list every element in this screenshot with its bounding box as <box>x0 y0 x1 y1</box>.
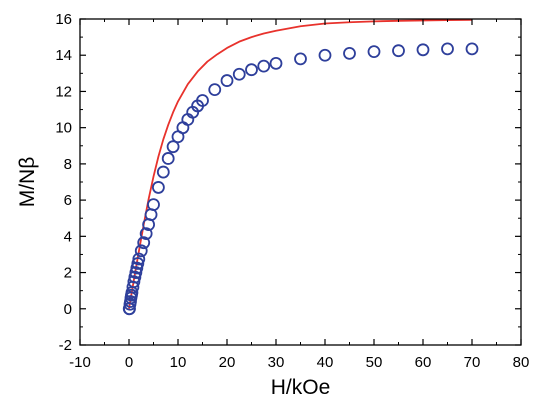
data-point <box>232 67 246 81</box>
y-tick-label: 0 <box>64 301 72 318</box>
x-axis-title: H/kOe <box>271 376 331 399</box>
data-point <box>166 140 180 154</box>
y-tick-label: 6 <box>64 192 72 209</box>
y-tick-label: 12 <box>55 83 72 100</box>
data-point <box>132 252 146 266</box>
y-axis-title: M/Nβ <box>16 157 39 208</box>
data-point <box>343 47 356 60</box>
data-point <box>416 43 430 57</box>
y-tick-label: 16 <box>55 11 72 28</box>
data-point <box>245 63 258 77</box>
x-tick-label: 80 <box>513 354 530 371</box>
y-tick-label: 10 <box>55 120 72 137</box>
data-point <box>367 45 381 58</box>
data-point <box>161 152 175 165</box>
axes-frame <box>79 18 522 346</box>
data-point <box>269 56 283 70</box>
x-tick-label: 50 <box>366 354 383 371</box>
tick-layer: -10 0 10 20 30 40 50 60 70 80 -2 0 2 4 6 8 10 12 14 16 <box>55 11 529 371</box>
y-tick-label: 2 <box>64 265 72 282</box>
x-tick-label: 30 <box>268 354 285 371</box>
data-point <box>176 121 190 135</box>
data-point <box>156 165 170 179</box>
fit-curve-line <box>128 19 473 309</box>
data-point <box>257 59 271 73</box>
x-tick-label: 10 <box>170 354 187 371</box>
data-point <box>139 227 153 241</box>
data-point <box>196 94 209 107</box>
y-tick-label: -2 <box>59 337 72 354</box>
y-tick-label: 14 <box>55 47 72 64</box>
data-point <box>392 44 405 58</box>
x-tick-label: 40 <box>317 354 334 371</box>
x-tick-label: 60 <box>415 354 432 371</box>
data-point <box>465 42 479 56</box>
x-tick-label: 70 <box>464 354 481 371</box>
data-point <box>137 236 151 250</box>
data-point <box>318 48 332 62</box>
y-tick-label: 8 <box>64 156 72 173</box>
y-tick-label: 4 <box>64 228 72 245</box>
data-point <box>441 42 454 56</box>
data-point <box>151 181 165 194</box>
data-point <box>208 83 222 97</box>
data-point <box>134 244 148 258</box>
x-tick-label: 0 <box>125 354 133 371</box>
data-point <box>147 198 160 212</box>
data-point <box>220 74 234 87</box>
series-layer <box>122 19 479 316</box>
data-point <box>294 52 307 66</box>
x-tick-label: 20 <box>219 354 236 371</box>
x-tick-label: -10 <box>69 354 91 371</box>
